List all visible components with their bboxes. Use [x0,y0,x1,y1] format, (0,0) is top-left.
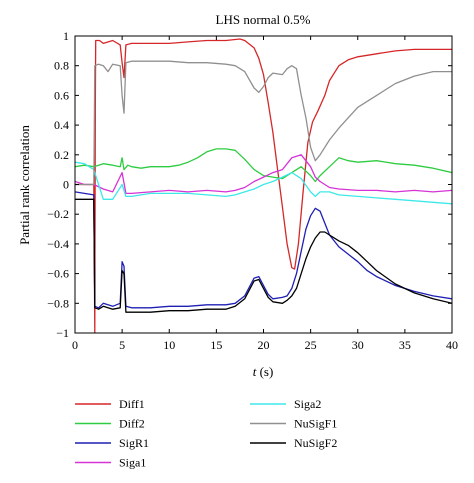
y-tick-label: −0.4 [47,237,69,251]
y-tick-label: −0.6 [47,267,69,281]
series-line-sigr1 [75,191,452,309]
series-line-diff2 [75,148,452,183]
series-line-siga2 [75,161,452,205]
x-tick-label: 25 [305,338,317,352]
legend-item-nusigf2: NuSigF2 [250,436,337,450]
legend-item-nusigf1: NuSigF1 [250,417,337,431]
y-tick-label: −0.8 [47,296,69,310]
y-tick-label: 0.4 [54,118,69,132]
x-axis-label-variable: t [253,364,257,379]
legend-item-siga1: Siga1 [75,456,146,470]
legend-label: NuSigF1 [294,417,337,431]
legend-item-sigr1: SigR1 [75,436,149,450]
y-tick-label: −1 [56,326,69,340]
y-tick-label: 1 [63,29,69,43]
legend-label: Diff1 [119,397,145,411]
legend-item-diff1: Diff1 [75,397,145,411]
legend-label: NuSigF2 [294,436,337,450]
series-line-diff1 [75,38,452,333]
legend-item-siga2: Siga2 [250,397,321,411]
y-tick-label: 0.6 [54,88,69,102]
y-tick-label: 0 [63,178,69,192]
legend-label: Siga2 [294,397,321,411]
x-axis: 0 5 10 15 20 25 30 35 40 [72,36,458,352]
x-tick-label: 5 [119,338,125,352]
y-tick-label: 0.2 [54,148,69,162]
series-line-siga1 [75,154,452,195]
legend: Diff1 Diff2 SigR1 Siga1 Siga2 NuSigF1 NuSigF2 [75,397,337,470]
y-tick-label: 0.8 [54,59,69,73]
legend-item-diff2: Diff2 [75,417,145,431]
y-tick-label: −0.2 [47,207,69,221]
legend-label: Siga1 [119,456,146,470]
series-lines [75,38,452,333]
x-axis-label-unit: (s) [256,364,273,379]
x-tick-label: 20 [258,338,270,352]
chart-title: LHS normal 0.5% [216,12,311,27]
plot-area [74,35,453,334]
x-tick-label: 35 [399,338,411,352]
x-axis-label: t (s) [253,364,274,379]
series-line-nusigf1 [75,60,452,186]
x-tick-label: 10 [163,338,175,352]
y-axis: −1 −0.8 −0.6 −0.4 −0.2 0 0.2 0.4 0.6 0.8 1 [47,29,452,340]
x-tick-label: 0 [72,338,78,352]
legend-label: Diff2 [119,417,145,431]
series-line-nusigf2 [75,198,452,313]
x-tick-label: 15 [210,338,222,352]
x-tick-label: 40 [446,338,458,352]
y-axis-label: Partial rank correlation [17,125,32,245]
x-tick-label: 30 [352,338,364,352]
legend-label: SigR1 [119,436,149,450]
